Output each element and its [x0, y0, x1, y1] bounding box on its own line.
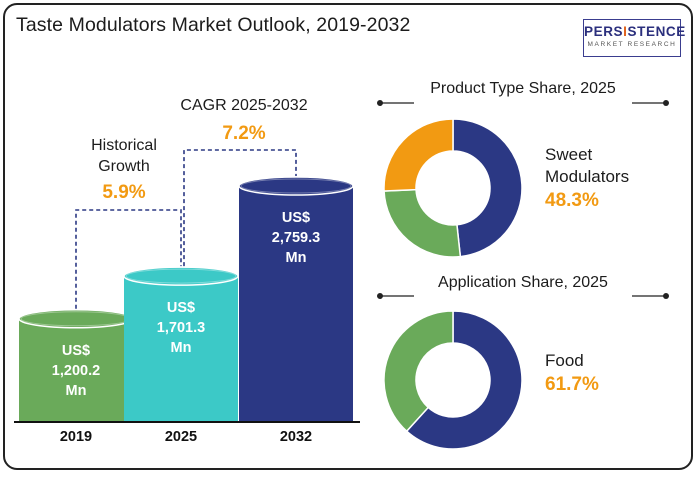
bar-value-label: US$ — [282, 210, 310, 226]
bar-top-2025 — [123, 266, 239, 286]
x-tick-label: 2025 — [165, 429, 197, 445]
bar-top-rim-2032 — [240, 178, 352, 194]
donut-highlight-label: Modulators — [545, 167, 629, 186]
donut-slice — [452, 118, 523, 258]
bar-2032 — [239, 186, 353, 421]
bar-top-2019 — [18, 309, 134, 329]
logo-subtitle: MARKET RESEARCH — [587, 41, 677, 48]
donut-slice — [405, 310, 523, 450]
bar-value-label: Mn — [66, 383, 87, 399]
bar-2025 — [124, 276, 238, 421]
donut-highlight-label: Food — [545, 351, 584, 370]
growth-connector-2025-2032 — [183, 149, 297, 267]
bar-2019 — [19, 318, 133, 421]
bar-value-label: 1,701.3 — [157, 320, 205, 336]
title-rule-dot-left — [377, 293, 383, 299]
historical-growth-label: Growth — [98, 158, 150, 175]
historical-growth-value: 5.9% — [102, 182, 145, 203]
donut-title: Application Share, 2025 — [438, 274, 608, 291]
bar-top-2032 — [238, 176, 354, 196]
title-rule-dot-left — [377, 100, 383, 106]
infographic-frame — [3, 3, 693, 470]
donut-slice — [383, 188, 462, 258]
donut-slice — [383, 310, 454, 433]
donut-highlight-value: 48.3% — [545, 190, 599, 211]
x-tick-label: 2019 — [60, 429, 92, 445]
cagr-value: 7.2% — [222, 123, 265, 144]
title-rule-dot-right — [663, 100, 669, 106]
donut-highlight-value: 61.7% — [545, 374, 599, 395]
bar-value-label: US$ — [167, 300, 195, 316]
bar-value-label: 1,200.2 — [52, 363, 100, 379]
bar-value-label: US$ — [62, 343, 90, 359]
page-title: Taste Modulators Market Outlook, 2019-20… — [16, 14, 411, 36]
persistence-logo: PERSISTENCE MARKET RESEARCH — [583, 19, 686, 57]
bar-value-label: Mn — [171, 340, 192, 356]
bar-value-label: Mn — [286, 250, 307, 266]
cagr-label: CAGR 2025-2032 — [180, 97, 307, 114]
x-tick-label: 2032 — [280, 429, 312, 445]
bar-top-rim-2025 — [125, 268, 237, 284]
donut-title: Product Type Share, 2025 — [430, 80, 616, 97]
bar-value-label: 2,759.3 — [272, 230, 320, 246]
title-rule-dot-right — [663, 293, 669, 299]
historical-growth-label: Historical — [91, 137, 157, 154]
donut-slice — [383, 118, 454, 192]
donut-highlight-label: Sweet — [545, 145, 593, 164]
growth-connector-2019-2025 — [75, 209, 182, 309]
logo-wordmark: PERSISTENCE — [584, 24, 686, 39]
